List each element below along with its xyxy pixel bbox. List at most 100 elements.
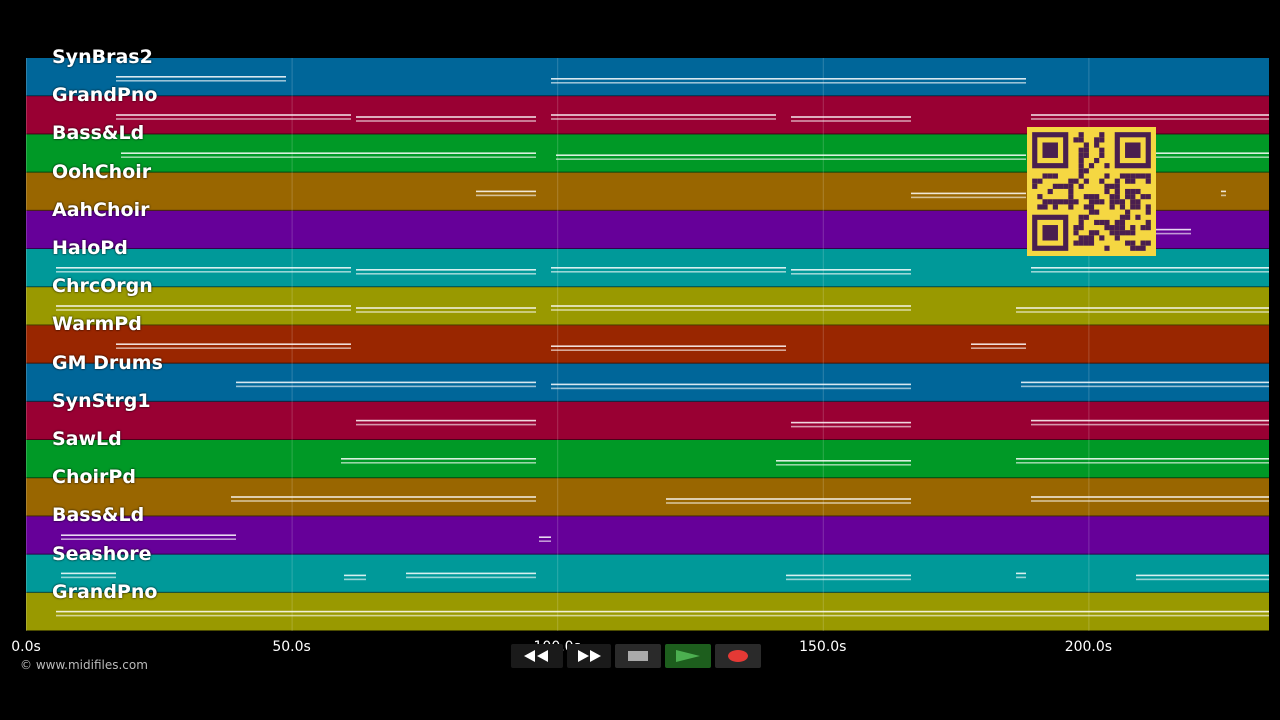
fast-forward-button[interactable]: [567, 644, 611, 668]
note-segment: [116, 114, 351, 116]
qr-module: [1099, 147, 1105, 153]
rewind-button[interactable]: [511, 644, 563, 668]
note-segment: [116, 118, 351, 120]
qr-module: [1099, 137, 1105, 143]
track-label: GrandPno: [52, 84, 158, 107]
play-button[interactable]: [665, 644, 711, 668]
qr-module: [1078, 214, 1084, 220]
track-label: GrandPno: [52, 580, 158, 603]
note-segment: [116, 347, 351, 349]
note-segment: [341, 458, 536, 460]
track-label: AahChoir: [52, 198, 150, 221]
note-segment: [61, 576, 116, 579]
qr-module: [1083, 147, 1089, 153]
qr-module: [1078, 137, 1084, 143]
grid-line: [1088, 58, 1090, 631]
note-segment: [1136, 574, 1269, 577]
qr-module: [1083, 240, 1089, 246]
qr-module: [1114, 230, 1120, 236]
qr-module: [1145, 209, 1151, 215]
note-segment: [551, 309, 911, 311]
qr-module: [1130, 188, 1136, 195]
qr-module: [1063, 199, 1069, 205]
note-segment: [231, 500, 536, 502]
qr-module: [1135, 204, 1141, 210]
qr-module: [1068, 194, 1074, 200]
note-segment: [539, 540, 551, 542]
note-segment: [1031, 118, 1269, 120]
qr-module: [1109, 199, 1115, 205]
qr-module: [1068, 178, 1074, 184]
note-segment: [911, 196, 1026, 199]
lane-divider: [26, 362, 1269, 364]
stop-button[interactable]: [615, 644, 661, 668]
qr-module: [1125, 240, 1131, 246]
qr-module: [1130, 225, 1136, 231]
qr-module: [1114, 194, 1120, 200]
qr-module: [1109, 183, 1115, 189]
note-segment: [356, 116, 536, 118]
note-segment: [791, 421, 911, 424]
track-label: SynStrg1: [52, 389, 151, 412]
note-segment: [56, 614, 1269, 617]
lane-divider: [26, 133, 1269, 135]
note-segment: [1016, 462, 1269, 464]
qr-module: [1078, 147, 1084, 153]
qr-module: [1078, 225, 1084, 231]
note-segment: [1016, 458, 1269, 460]
grid-line: [822, 58, 824, 631]
lane-divider: [26, 95, 1269, 97]
note-segment: [971, 343, 1026, 345]
qr-module: [1037, 194, 1043, 200]
qr-module: [1078, 235, 1084, 241]
track-label: ChoirPd: [52, 466, 136, 489]
qr-module: [1130, 230, 1136, 236]
rewind-icon: [524, 650, 548, 662]
qr-module: [1057, 199, 1064, 205]
note-segment: [356, 311, 536, 313]
note-segment: [121, 156, 536, 158]
qr-module: [1119, 214, 1126, 220]
qr-module: [1083, 194, 1089, 200]
qr-module: [1119, 173, 1126, 179]
qr-module: [1078, 183, 1084, 189]
qr-module: [1135, 199, 1141, 205]
note-segment: [1031, 271, 1269, 273]
qr-module: [1114, 235, 1120, 241]
qr-module: [1047, 173, 1053, 179]
note-segment: [356, 120, 536, 122]
lane-divider: [26, 439, 1269, 441]
qr-module: [1130, 204, 1136, 210]
qr-module: [1032, 178, 1038, 184]
qr-module: [1094, 137, 1100, 143]
qr-module: [1125, 188, 1131, 195]
note-segment: [56, 267, 351, 269]
qr-module: [1130, 199, 1136, 205]
qr-module: [1099, 152, 1105, 158]
note-segment: [786, 578, 911, 581]
qr-module: [1140, 173, 1146, 179]
note-segment: [791, 273, 911, 275]
qr-module: [1099, 199, 1105, 205]
track-label: OohChoir: [52, 160, 152, 183]
note-segment: [1016, 311, 1269, 313]
qr-module: [1104, 173, 1110, 179]
note-segment: [551, 383, 911, 386]
qr-module: [1083, 152, 1089, 158]
note-segment: [121, 152, 536, 154]
record-button[interactable]: [715, 644, 761, 668]
note-segment: [1156, 228, 1191, 231]
qr-module: [1088, 163, 1095, 169]
track-label: Bass&Ld: [52, 122, 145, 145]
grid-line: [26, 58, 27, 631]
qr-module: [1125, 230, 1131, 236]
note-segment: [236, 381, 536, 384]
note-segment: [786, 574, 911, 577]
qr-module: [1145, 219, 1151, 226]
track-label: SynBras2: [52, 46, 153, 68]
qr-module: [1094, 230, 1100, 236]
note-segment: [344, 574, 366, 577]
qr-module: [1037, 204, 1043, 210]
time-tick-label: 0.0s: [11, 639, 41, 655]
qr-module: [1125, 209, 1131, 215]
